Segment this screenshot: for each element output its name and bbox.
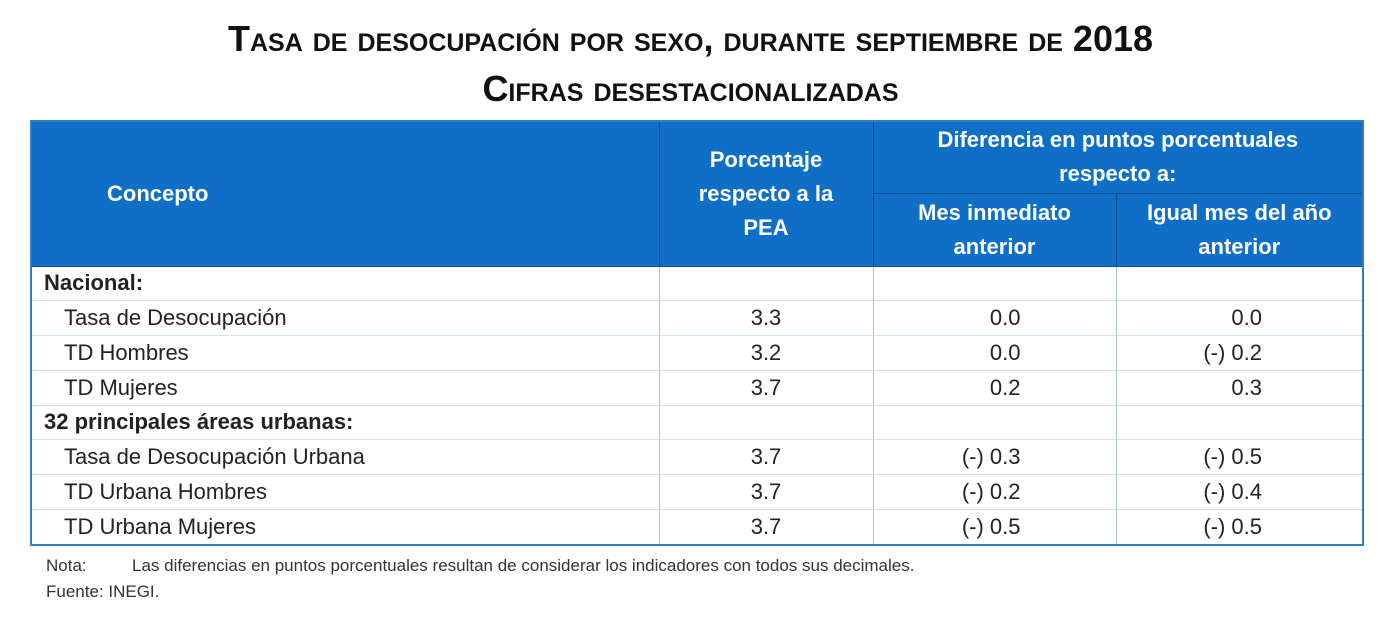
cell: 3.7 <box>659 474 874 510</box>
cell: 3.7 <box>659 370 874 406</box>
cell: Tasa de Desocupación Urbana <box>31 439 660 475</box>
cell: TD Hombres <box>31 335 660 371</box>
cell: (-) 0.5 <box>1116 439 1364 475</box>
column-header: Mes inmediato anterior <box>872 192 1117 267</box>
table-row: TD Hombres 3.2 0.0 (-) 0.2 <box>31 335 1364 371</box>
cell <box>873 266 1117 302</box>
cell: 3.3 <box>659 300 874 336</box>
cell <box>1116 405 1364 441</box>
cell: (-) 0.5 <box>1116 509 1364 546</box>
note-text: Las diferencias en puntos porcentuales r… <box>132 556 915 575</box>
column-header: Igual mes del año anterior <box>1115 192 1364 267</box>
table-row: Tasa de Desocupación 3.3 0.0 0.0 <box>31 300 1364 336</box>
cell: Nacional: <box>31 266 660 302</box>
cell: TD Urbana Mujeres <box>31 509 660 546</box>
cell <box>873 405 1117 441</box>
cell: 3.7 <box>659 509 874 546</box>
cell: (-) 0.3 <box>873 439 1117 475</box>
note: Nota: Las diferencias en puntos porcentua… <box>46 556 914 576</box>
cell: Tasa de Desocupación <box>31 300 660 336</box>
cell: (-) 0.5 <box>873 509 1117 546</box>
cell: 0.0 <box>873 335 1117 371</box>
table-row: TD Urbana Hombres 3.7 (-) 0.2 (-) 0.4 <box>31 474 1364 510</box>
subtitle: Cifras desestacionalizadas <box>482 68 899 109</box>
cell <box>659 405 874 441</box>
note-label: Nota: <box>46 556 87 575</box>
cell: TD Urbana Hombres <box>31 474 660 510</box>
column-header: Porcentaje respecto a la PEA <box>658 120 874 267</box>
column-header: Concepto <box>30 120 660 267</box>
cell: 0.3 <box>1116 370 1364 406</box>
cell <box>659 266 874 302</box>
cell: 0.2 <box>873 370 1117 406</box>
table-row: Tasa de Desocupación Urbana 3.7 (-) 0.3 (-)… <box>31 439 1364 475</box>
data-table: Concepto Porcentaje respecto a la PEA Di… <box>30 120 1365 546</box>
table-row: 32 principales áreas urbanas: <box>31 405 1364 441</box>
cell: TD Mujeres <box>31 370 660 406</box>
cell: 0.0 <box>1116 300 1364 336</box>
cell: 3.2 <box>659 335 874 371</box>
cell: 0.0 <box>873 300 1117 336</box>
table-row: TD Urbana Mujeres 3.7 (-) 0.5 (-) 0.5 <box>31 509 1364 546</box>
title: Tasa de desocupación por sexo, durante s… <box>227 18 1154 59</box>
cell <box>1116 266 1364 302</box>
cell: (-) 0.4 <box>1116 474 1364 510</box>
table-row: Nacional: <box>31 266 1364 302</box>
cell: 32 principales áreas urbanas: <box>31 405 660 441</box>
cell: (-) 0.2 <box>873 474 1117 510</box>
table-body: Nacional: Tasa de Desocupación 3.3 0.0 0.0 TD… <box>31 266 1364 546</box>
source: Fuente: INEGI. <box>46 582 160 601</box>
table-row: TD Mujeres 3.7 0.2 0.3 <box>31 370 1364 406</box>
cell: (-) 0.2 <box>1116 335 1364 371</box>
column-header: Diferencia en puntos porcentuales respec… <box>872 120 1364 194</box>
cell: 3.7 <box>659 439 874 475</box>
